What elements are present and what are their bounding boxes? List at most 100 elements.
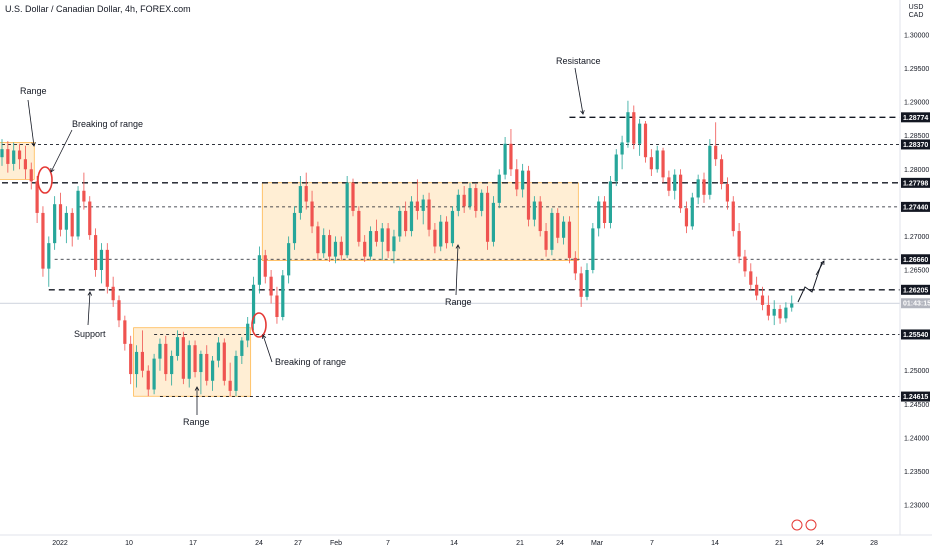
candle <box>158 343 162 359</box>
candle <box>70 212 74 237</box>
x-tick-label: Feb <box>330 540 342 547</box>
candle <box>667 177 671 191</box>
candle <box>345 182 349 256</box>
candle <box>673 174 677 191</box>
candle <box>368 231 373 257</box>
candle <box>88 201 92 236</box>
candle <box>661 150 665 178</box>
candle <box>421 199 425 211</box>
candle <box>58 204 63 230</box>
candle <box>655 150 659 170</box>
currency-top: USD <box>909 4 924 11</box>
annotation-label: Range <box>445 297 472 307</box>
candle <box>12 150 16 164</box>
candle <box>521 170 525 190</box>
candle <box>211 360 215 381</box>
candle <box>269 276 273 296</box>
candle <box>363 241 367 257</box>
price-level-value: 1.26660 <box>903 257 928 264</box>
candle <box>251 284 256 324</box>
candle <box>82 190 86 202</box>
y-tick-label: 1.25000 <box>904 368 929 375</box>
y-tick-label: 1.23500 <box>904 469 929 476</box>
candle <box>76 190 80 237</box>
x-tick-label: Mar <box>591 540 604 547</box>
price-level-value: 1.28370 <box>903 142 928 149</box>
candle <box>474 188 478 211</box>
annotation-arrow <box>815 260 825 276</box>
candle <box>602 201 607 223</box>
candle <box>766 304 770 316</box>
candle <box>538 201 542 232</box>
candle <box>380 228 384 242</box>
x-tick-label: 24 <box>556 540 564 547</box>
price-level-badge <box>901 177 930 188</box>
candle <box>281 275 285 317</box>
candle <box>351 182 355 211</box>
candle <box>731 201 735 232</box>
candle <box>556 212 560 238</box>
x-tick-label: 10 <box>125 540 133 547</box>
price-level-badge <box>901 139 930 150</box>
annotation-arrowhead <box>455 244 461 249</box>
annotation-arrowhead <box>87 291 93 296</box>
y-tick-label: 1.23000 <box>904 503 929 510</box>
x-tick-label: 14 <box>450 540 458 547</box>
candle <box>749 271 753 285</box>
candle <box>298 186 302 213</box>
y-tick-label: 1.29000 <box>904 100 929 107</box>
candle <box>316 226 320 254</box>
y-tick-label: 1.28500 <box>904 133 929 140</box>
flag-usa-icon <box>805 519 817 531</box>
candle <box>234 355 238 391</box>
candle <box>129 343 133 375</box>
candle <box>111 286 115 301</box>
price-level-value: 1.27798 <box>903 180 928 187</box>
candle <box>760 295 765 305</box>
candle <box>41 212 45 269</box>
candle <box>339 241 343 256</box>
y-tick-label: 1.30000 <box>904 33 929 40</box>
candle <box>649 157 653 170</box>
x-tick-label: 7 <box>386 540 390 547</box>
candle <box>450 210 455 244</box>
x-tick-label: 14 <box>711 540 719 547</box>
candle <box>322 235 326 254</box>
candle <box>47 243 51 269</box>
candle <box>392 236 396 252</box>
annotation-label: Support <box>74 329 106 339</box>
candle <box>491 202 495 242</box>
candle <box>456 194 460 211</box>
candle <box>310 201 314 227</box>
annotation-arrow <box>27 99 35 147</box>
candle <box>404 210 408 232</box>
candle <box>702 179 706 195</box>
price-level-value: 1.25540 <box>903 332 928 339</box>
candle <box>679 174 683 209</box>
annotation-label: Breaking of range <box>275 357 346 367</box>
x-tick-label: 27 <box>294 540 302 547</box>
candle <box>515 169 519 190</box>
candle <box>591 228 595 270</box>
y-tick-label: 1.24000 <box>904 435 929 442</box>
candle <box>585 270 589 297</box>
candle <box>228 380 232 391</box>
candle <box>485 192 490 242</box>
current-price-badge <box>901 298 930 309</box>
annotation-label: Breaking of range <box>72 119 143 129</box>
candle <box>170 355 174 375</box>
x-tick-label: 21 <box>516 540 524 547</box>
candle <box>199 353 203 373</box>
candle <box>53 204 57 244</box>
candle <box>152 358 156 390</box>
candle <box>526 170 531 220</box>
candle <box>784 307 788 319</box>
projection-path <box>797 261 823 303</box>
candle <box>123 320 127 344</box>
price-axis <box>900 0 932 550</box>
candle <box>409 201 414 232</box>
annotation-arrowhead <box>194 386 200 391</box>
candle <box>597 201 601 229</box>
x-tick-label: 7 <box>650 540 654 547</box>
